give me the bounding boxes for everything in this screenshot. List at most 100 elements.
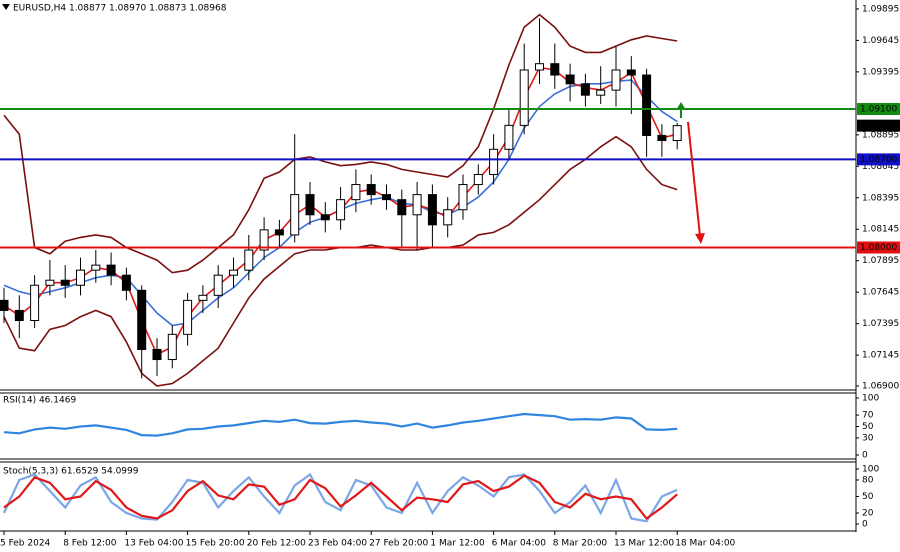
panel-title: RSI(14) 46.1469 (3, 396, 76, 406)
candle-body (76, 269, 85, 286)
candle-body (397, 199, 407, 216)
x-tick-label: 8 Feb 12:00 (63, 539, 117, 549)
candle-body (642, 74, 652, 136)
candle-body (213, 274, 223, 296)
candle-body (336, 199, 346, 221)
panel-title: EURUSD,H4 1.08877 1.08970 1.08873 1.0896… (13, 4, 227, 14)
level-label: 1.08000 (860, 243, 897, 253)
candle-body (259, 229, 269, 251)
y-tick-label: 100 (862, 394, 879, 404)
candle-body (550, 63, 560, 76)
plot-layer: EURUSD,H4 1.08877 1.08970 1.08873 1.0896… (0, 4, 900, 549)
x-tick-label: 5 Feb 2024 (0, 539, 51, 549)
candle-body (535, 63, 544, 71)
candle-body (580, 83, 590, 96)
y-tick-label: 1.09395 (862, 67, 899, 77)
candle-body (611, 69, 621, 91)
up-arrow (676, 102, 686, 118)
x-tick-label: 18 Mar 04:00 (675, 539, 735, 549)
y-tick-label: 20 (862, 509, 874, 519)
candle-body (657, 134, 667, 141)
x-tick-label: 1 Mar 12:00 (430, 539, 485, 549)
candle-body (244, 249, 254, 271)
indicator-line (3, 412, 678, 437)
candle-body (351, 184, 361, 201)
candle-body (183, 299, 193, 335)
candle-body (366, 184, 376, 196)
candle-body (167, 333, 177, 361)
arrow-head (695, 233, 705, 244)
arrow-shaft (687, 121, 701, 237)
candle-body (290, 194, 300, 236)
candle-body (565, 74, 575, 85)
y-tick-label: 1.09645 (862, 36, 899, 46)
candle-body (45, 279, 55, 286)
y-tick-label: 50 (862, 422, 874, 432)
y-tick-label: 30 (862, 433, 874, 443)
level-label: 1.08700 (860, 155, 897, 165)
panel-title: Stoch(5,3,3) 61.6529 54.0999 (3, 467, 139, 477)
level-label: 1.09100 (860, 105, 897, 115)
candle-body (382, 194, 391, 201)
y-tick-label: 0 (862, 451, 868, 461)
level-label-box (857, 103, 900, 116)
y-tick-label: 0 (862, 520, 868, 530)
candle-body (473, 173, 483, 186)
candle-body (458, 184, 468, 211)
candle-body (60, 279, 70, 286)
y-tick-label: 100 (862, 465, 879, 475)
y-tick-label: 70 (862, 411, 874, 421)
y-tick-label: 1.08145 (862, 225, 899, 235)
candle-body (519, 69, 529, 126)
arrow-head (676, 102, 686, 110)
candle-body (121, 274, 131, 291)
x-tick-label: 13 Feb 04:00 (124, 539, 183, 549)
y-tick-label: 1.06900 (862, 381, 899, 391)
y-tick-label: 80 (862, 476, 874, 486)
y-tick-label: 1.08895 (862, 130, 899, 140)
candle-body (504, 124, 514, 150)
candle-body (198, 294, 208, 301)
x-tick-label: 20 Feb 12:00 (247, 539, 306, 549)
x-tick-label: 6 Mar 04:00 (492, 539, 547, 549)
x-tick-label: 27 Feb 20:00 (369, 539, 428, 549)
x-tick-label: 15 Feb 20:00 (186, 539, 245, 549)
candle-body (427, 194, 437, 226)
indicator-line (3, 474, 678, 521)
x-tick-label: 23 Feb 04:00 (308, 539, 367, 549)
candle-body (106, 264, 116, 276)
candle-body (320, 214, 330, 221)
y-tick-label: 50 (862, 492, 874, 502)
y-tick-label: 1.08645 (862, 162, 899, 172)
y-tick-label: 1.07145 (862, 351, 899, 361)
y-tick-label: 1.09895 (862, 4, 899, 14)
down-arrow (687, 121, 705, 244)
candle-body (152, 348, 162, 361)
candle-body (91, 264, 101, 271)
candle-body (274, 229, 284, 236)
candle-body (305, 194, 315, 216)
x-tick-label: 13 Mar 12:00 (614, 539, 674, 549)
candle-body (14, 309, 24, 322)
candle-body (626, 69, 636, 76)
y-tick-label: 1.07645 (862, 288, 899, 298)
y-tick-label: 1.07895 (862, 256, 899, 266)
candle-body (229, 269, 238, 276)
y-tick-label: 1.08395 (862, 193, 899, 203)
candle-body (489, 148, 499, 175)
candle-body (0, 299, 9, 311)
level-label-box (857, 241, 900, 254)
last-price-label: 1.08968 (860, 121, 897, 131)
candle-body (596, 89, 606, 96)
candle-body (672, 125, 682, 141)
last-price-box (857, 119, 900, 132)
y-tick-label: 1.07395 (862, 319, 899, 329)
indicator-line (3, 13, 678, 274)
candle-body (30, 284, 40, 322)
symbol-menu-icon (2, 4, 10, 10)
candle-body (412, 194, 422, 216)
x-tick-label: 8 Mar 20:00 (553, 539, 608, 549)
